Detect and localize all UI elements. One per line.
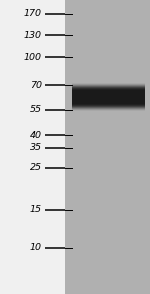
Text: 170: 170 xyxy=(24,9,42,19)
Bar xyxy=(72,86,145,108)
Bar xyxy=(72,92,145,102)
Text: 25: 25 xyxy=(30,163,42,173)
Text: 35: 35 xyxy=(30,143,42,153)
Bar xyxy=(0,0,64,294)
Bar xyxy=(72,88,145,106)
Bar xyxy=(72,91,145,103)
Bar xyxy=(72,90,145,104)
Text: 15: 15 xyxy=(30,206,42,215)
Bar xyxy=(72,83,145,111)
Text: 100: 100 xyxy=(24,53,42,61)
Bar xyxy=(72,85,145,109)
Bar xyxy=(72,84,145,110)
Text: 130: 130 xyxy=(24,31,42,39)
Bar xyxy=(72,87,145,107)
Bar xyxy=(64,0,150,294)
Text: 40: 40 xyxy=(30,131,42,139)
Text: 70: 70 xyxy=(30,81,42,89)
Text: 55: 55 xyxy=(30,106,42,114)
Bar xyxy=(72,89,145,105)
Text: 10: 10 xyxy=(30,243,42,253)
